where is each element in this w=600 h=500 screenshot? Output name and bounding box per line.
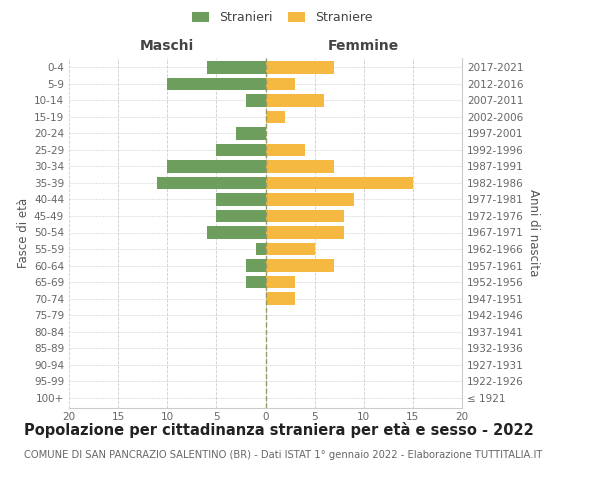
Bar (265, 292, 295, 304)
Text: Popolazione per cittadinanza straniera per età e sesso - 2022: Popolazione per cittadinanza straniera p… (24, 422, 534, 438)
Y-axis label: Fasce di età: Fasce di età (17, 198, 30, 268)
Bar (265, 194, 354, 205)
Y-axis label: Anni di nascita: Anni di nascita (527, 189, 540, 276)
Bar (206, 226, 265, 238)
Bar (265, 243, 314, 255)
Bar (217, 144, 265, 156)
Text: COMUNE DI SAN PANCRAZIO SALENTINO (BR) - Dati ISTAT 1° gennaio 2022 - Elaborazio: COMUNE DI SAN PANCRAZIO SALENTINO (BR) -… (24, 450, 542, 460)
Bar (265, 94, 325, 106)
Legend: Stranieri, Straniere: Stranieri, Straniere (187, 6, 377, 29)
Bar (265, 276, 295, 288)
Bar (265, 144, 305, 156)
Bar (236, 128, 265, 140)
Bar (206, 61, 265, 74)
Bar (217, 210, 265, 222)
Bar (265, 78, 295, 90)
Bar (167, 160, 265, 172)
Text: Femmine: Femmine (328, 38, 400, 52)
Bar (265, 160, 334, 172)
Text: Maschi: Maschi (140, 38, 194, 52)
Bar (265, 210, 344, 222)
Bar (246, 276, 265, 288)
Bar (256, 243, 265, 255)
Bar (157, 177, 265, 189)
Bar (265, 177, 413, 189)
Bar (217, 194, 265, 205)
Bar (246, 260, 265, 272)
Bar (265, 61, 334, 74)
Bar (265, 260, 334, 272)
Bar (265, 110, 285, 123)
Bar (265, 226, 344, 238)
Bar (246, 94, 265, 106)
Bar (167, 78, 265, 90)
